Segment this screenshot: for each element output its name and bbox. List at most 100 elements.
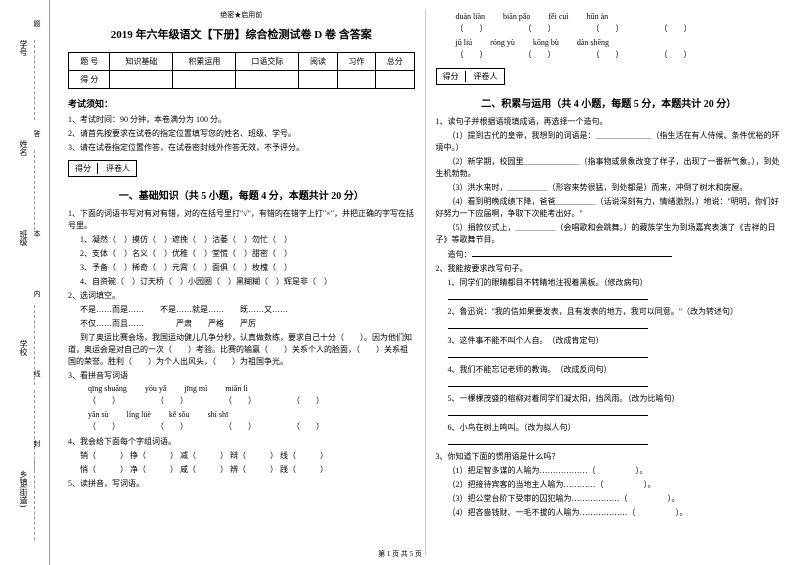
pinyin: biān pǎo xyxy=(503,12,530,21)
pinyin: líng lüè xyxy=(127,410,151,419)
secret-label: 绝密★启用前 xyxy=(68,10,415,20)
dash-line xyxy=(34,390,35,470)
td xyxy=(110,71,173,89)
left-column: 绝密★启用前 2019 年六年级语文【下册】综合检测试卷 D 卷 含答案 题 号… xyxy=(58,10,426,555)
td xyxy=(299,71,337,89)
blank-line xyxy=(448,291,648,300)
pinyin: róng yù xyxy=(490,38,515,47)
q1-line: 3、予备（ ）稀奇（ ）元霄（ ）面俱（ ）枚槐（ ） xyxy=(68,262,415,274)
score-label: 得分 xyxy=(443,71,466,82)
pinyin: yōu yǎ xyxy=(145,384,167,393)
q4-stem: 4、我会给下面每个字组词语。 xyxy=(68,436,415,448)
td xyxy=(173,71,236,89)
content-area: 绝密★启用前 2019 年六年级语文【下册】综合检测试卷 D 卷 含答案 题 号… xyxy=(50,0,800,565)
pinyin: kōng bù xyxy=(533,38,559,47)
answer-row: （ ） （ ） （ ） （ ） xyxy=(88,395,415,406)
answer-row: （ ） （ ） （ ） （ ） xyxy=(88,421,415,432)
blank: （ ） xyxy=(224,395,274,406)
binding-margin: 学号 姓名 班级 学校 乡镇(街道) 题 答 本 内 线 封 xyxy=(0,0,50,565)
blank: （ ） xyxy=(456,49,506,60)
pinyin-row: jǔ liú róng yù kōng bù dàn shēng xyxy=(456,38,783,47)
s2-q1-line: （2）新学期，校园里＿＿＿＿＿＿＿（指事物或景象改变了样子，出现了一番新气象。）… xyxy=(436,156,783,180)
td: 得 分 xyxy=(69,71,110,89)
th: 口语交际 xyxy=(236,53,299,71)
th: 习作 xyxy=(337,53,375,71)
answer-line xyxy=(436,320,783,333)
margin-note: 线 xyxy=(32,370,42,379)
page-footer: 第 1 页 共 5 页 xyxy=(0,549,800,559)
td xyxy=(236,71,299,89)
th: 积累运用 xyxy=(173,53,236,71)
s2-q3-item: （1）把足智多谋的人喻为………………（ ）。 xyxy=(436,465,783,477)
blank: （ ） xyxy=(292,421,342,432)
grader-box: 得分 评卷人 xyxy=(436,68,505,85)
blank: （ ） xyxy=(660,23,710,34)
pinyin: hūn àn xyxy=(587,12,609,21)
q1-line: 2、支体（ ）名义（ ）优稚（ ）堂慌（ ）甜密（ ） xyxy=(68,248,415,260)
answer-row: （ ） （ ） （ ） （ ） xyxy=(456,23,783,34)
q1-line: 1、凝然（ ）摸仿（ ）遮挽（ ）沽萎（ ）勿忙（ ） xyxy=(68,234,415,246)
q1-stem: 1、下面的词语书写对有对有错，对的在括号里打"√"，有错的在错字上打"×"，并把… xyxy=(68,208,415,232)
dash-line xyxy=(34,40,35,120)
q2-stem: 2、选词填空。 xyxy=(68,290,415,302)
q2-line: 不是……而是…… 不是……就是…… 既……又…… xyxy=(68,304,415,316)
pinyin: yǎn sù xyxy=(88,410,109,419)
s2-q1-line: （5）捐款仪式上，＿＿＿＿＿（会唱歌和会跳舞。）的藏族学生为到场嘉宾表演了《吉祥… xyxy=(436,222,783,246)
blank: （ ） xyxy=(592,49,642,60)
s2-q2-item: 1、同学们的眼睛都目不转睛地注视着黑板。（修改病句） xyxy=(436,277,783,289)
q4-line: 销（ ） 挣（ ） 减（ ） 辩（ ） 线（ ） xyxy=(68,450,415,462)
margin-label-name: 姓名 xyxy=(18,140,29,156)
blank: （ ） xyxy=(456,23,506,34)
td xyxy=(337,71,375,89)
margin-label-class: 班级 xyxy=(18,230,29,246)
blank: （ ） xyxy=(292,395,342,406)
s2-q2-item: 4、我们不能忘记老师的教诲。 （改成反问句） xyxy=(436,364,783,376)
pinyin: duàn liàn xyxy=(456,12,486,21)
s2-q2-item: 5、一棵棵茂盛的榕柳对着同学们凝太阳，挡风雨。（改为比喻句） xyxy=(436,393,783,405)
pinyin: qīng shuāng xyxy=(88,384,127,393)
right-column: duàn liàn biān pǎo fěi cuì hūn àn （ ） （ … xyxy=(426,10,793,555)
q2-line: 不仅……而且…… 严肃 严格 严厉 xyxy=(68,318,415,330)
section1-title: 一、基础知识（共 5 小题，每题 4 分，本题共计 20 分） xyxy=(68,187,415,202)
blank-line xyxy=(448,349,648,358)
q3-stem: 3、看拼音写词语 xyxy=(68,370,415,382)
q4-line: 悄（ ） 净（ ） 咸（ ） 辨（ ） 践（ ） xyxy=(68,464,415,476)
pinyin: fěi cuì xyxy=(548,12,568,21)
answer-line xyxy=(436,291,783,304)
q2-line: 到了奥运比赛会场，我国运动健儿几争分秒，认真做数练，要求自己十分（ ）。因为他们… xyxy=(68,332,415,368)
section2-title: 二、积累与运用（共 4 小题，每题 5 分，本题共计 20 分） xyxy=(436,95,783,110)
blank-line xyxy=(448,436,648,445)
q1-line: 4、自资碗（ ）订天桥（ ）小园圈（ ）黑糊糊（ ）辉是非（ ） xyxy=(68,276,415,288)
blank-line xyxy=(448,378,648,387)
make-label: 造句： xyxy=(448,250,472,259)
s2-q2-stem: 2、我能按要求改写句子。 xyxy=(436,263,783,275)
pinyin: dàn shēng xyxy=(577,38,609,47)
exam-page: 学号 姓名 班级 学校 乡镇(街道) 题 答 本 内 线 封 绝密★启用前 20… xyxy=(0,0,800,565)
notice-item: 1、考试时间：90 分钟，本卷满分为 100 分。 xyxy=(68,114,415,126)
pinyin: miǎn lì xyxy=(225,384,247,393)
blank: （ ） xyxy=(224,421,274,432)
blank-line xyxy=(472,248,672,257)
answer-line xyxy=(436,407,783,420)
blank: （ ） xyxy=(524,49,574,60)
th: 题 号 xyxy=(69,53,110,71)
margin-note: 题 xyxy=(32,20,42,29)
margin-note: 内 xyxy=(32,290,42,299)
margin-note: 本 xyxy=(32,230,42,239)
blank: （ ） xyxy=(156,421,206,432)
margin-note: 答 xyxy=(32,130,42,139)
th: 知识基础 xyxy=(110,53,173,71)
blank: （ ） xyxy=(592,23,642,34)
s2-q1-stem: 1、读句子并根据语境填成语，再选择一个造句。 xyxy=(436,116,783,128)
exam-title: 2019 年六年级语文【下册】综合检测试卷 D 卷 含答案 xyxy=(68,26,415,42)
s2-q3-item: （2）把接待宾客的当地主人喻为…………（ ）。 xyxy=(436,479,783,491)
grader-label: 评卷人 xyxy=(106,163,130,174)
notice-item: 3、请在试卷指定位置作答，在试卷密封线外作答无效，不予评分。 xyxy=(68,142,415,154)
blank: （ ） xyxy=(88,421,138,432)
pinyin: jǔ liú xyxy=(456,38,473,47)
score-label: 得分 xyxy=(75,163,98,174)
margin-label-id: 学号 xyxy=(18,40,29,56)
s2-q1-line: （4）看到明晚成绩下降，爸爸＿＿＿＿＿（话说深刻有力，情绪激烈。）地说："明明，… xyxy=(436,196,783,220)
s2-q1-line: （1）提到古代的皇帝，我想到的词语是：＿＿＿＿＿＿＿（指生活在有人侍候、条件优裕… xyxy=(436,130,783,154)
s2-q2-item: 6、小鸟在树上鸣叫。（改为拟人句） xyxy=(436,422,783,434)
